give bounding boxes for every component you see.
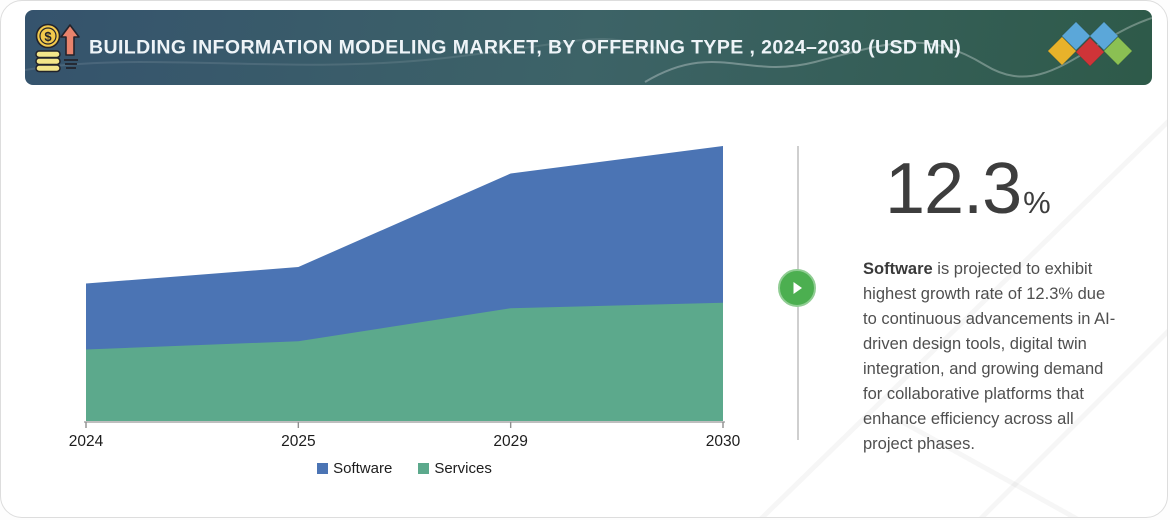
header-banner: $ BUILDING INFORMATION MODELING MARKET, … — [25, 10, 1152, 85]
legend-swatch-software — [317, 463, 329, 474]
stat-unit: % — [1023, 185, 1051, 220]
insight-body: is projected to exhibit highest growth r… — [863, 259, 1116, 453]
legend-item-software: Software — [317, 460, 392, 477]
page-title: BUILDING INFORMATION MODELING MARKET, BY… — [89, 36, 962, 58]
x-axis-label: 2029 — [493, 433, 527, 450]
four-diamonds-brand-logo — [1047, 21, 1133, 67]
play-icon — [793, 282, 802, 294]
coins-growth-icon: $ — [35, 23, 80, 72]
stat-value: 12.3 — [885, 149, 1022, 229]
legend-item-services: Services — [418, 460, 492, 477]
x-axis-label: 2025 — [281, 433, 315, 450]
chart-legend: Software Services — [86, 460, 723, 477]
services-area — [86, 302, 723, 421]
banner-wave-decoration — [25, 17, 1152, 83]
insight-highlight: Software — [863, 259, 933, 278]
x-axis-label: 2024 — [69, 433, 104, 450]
software-area — [86, 146, 723, 421]
legend-label-software: Software — [333, 460, 393, 477]
svg-text:$: $ — [44, 29, 52, 44]
legend-label-services: Services — [434, 460, 492, 477]
insight-paragraph: Software is projected to exhibit highest… — [863, 257, 1121, 457]
growth-rate-stat: 12.3 % — [885, 153, 1051, 225]
legend-swatch-services — [418, 463, 430, 474]
x-axis-label: 2030 — [706, 433, 741, 450]
play-button[interactable] — [778, 269, 816, 307]
